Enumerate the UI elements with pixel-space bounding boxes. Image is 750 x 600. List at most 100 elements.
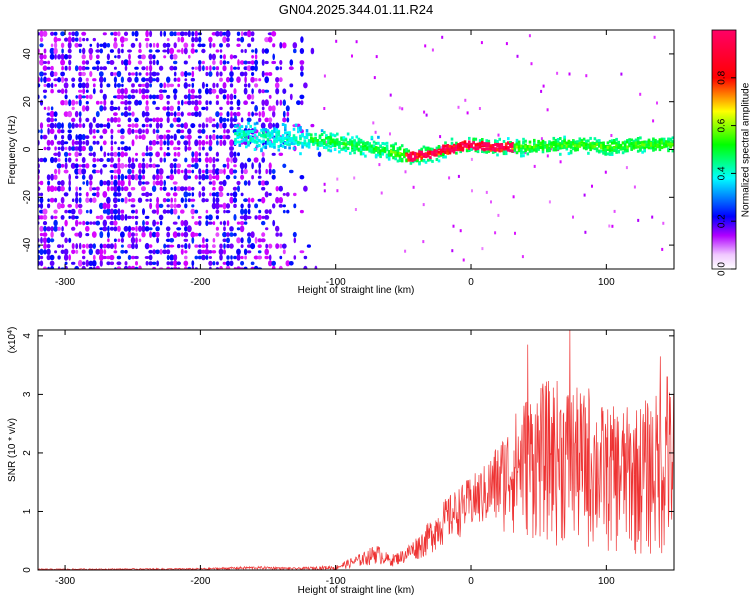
spectrogram-cell — [268, 254, 272, 261]
spectrogram-cell — [176, 261, 181, 266]
spectrogram-cell — [124, 196, 128, 204]
spectrogram-cell — [524, 145, 527, 149]
spectrogram-cell — [630, 142, 633, 145]
spectrogram-cell — [173, 93, 177, 100]
spectrogram-cell — [155, 117, 160, 123]
spectrogram-cell — [47, 266, 50, 269]
spectrogram-cell — [123, 37, 129, 42]
spectrogram-cell — [617, 146, 620, 150]
spectrogram-cell — [613, 147, 616, 151]
spectrogram-cell — [357, 141, 361, 145]
spectrogram-cell — [205, 198, 209, 202]
spectrogram-cell — [102, 32, 107, 36]
spectrogram-cell — [183, 238, 189, 242]
spectrogram-cell — [64, 37, 69, 42]
spectrogram-cell — [81, 54, 86, 60]
spectrogram-cell — [149, 157, 152, 163]
spectrogram-cell — [223, 243, 226, 249]
spectrogram-cell — [67, 36, 72, 44]
spectrogram-cell — [244, 48, 247, 54]
spectrogram-cell — [633, 185, 636, 189]
spectrogram-cell — [191, 265, 195, 269]
spectrogram-cell — [262, 130, 265, 134]
spectrogram-cell — [151, 139, 157, 146]
spectrogram-cell — [316, 147, 320, 151]
spectrogram-cell — [92, 78, 97, 82]
spectrogram-cell — [138, 100, 142, 106]
spectrogram-cell — [102, 180, 107, 186]
spectrogram-cell — [236, 76, 241, 83]
spectrogram-cell — [211, 202, 217, 210]
spectrogram-cell — [374, 147, 378, 151]
spectrogram-cell — [541, 146, 545, 150]
spectrogram-cell — [88, 122, 93, 129]
spectrogram-cell — [191, 82, 195, 88]
spectrogram-cell — [64, 157, 68, 163]
spectrogram-cell — [444, 144, 447, 148]
spectrogram-cell — [205, 66, 209, 71]
spectrogram-cell — [138, 88, 142, 95]
spectrogram-cell — [299, 152, 302, 156]
spectrogram-cell — [226, 255, 230, 260]
spectrogram-cell — [166, 94, 171, 99]
spectrogram-cell — [187, 266, 192, 269]
spectrogram-cell — [75, 243, 79, 250]
spectrogram-cell — [396, 150, 400, 154]
spectrogram-cell — [209, 192, 212, 197]
spectrogram-cell — [219, 77, 223, 82]
spectrogram-cell — [57, 244, 62, 249]
spectrogram-cell — [166, 209, 171, 214]
spectrogram-cell — [277, 130, 281, 134]
spectrogram-cell — [318, 141, 322, 144]
spectrogram-cell — [487, 149, 491, 153]
spectrogram-cell — [102, 164, 108, 168]
spectrogram-cell — [107, 238, 110, 243]
spectrogram-cell — [103, 99, 107, 106]
spectrogram-cell — [294, 123, 298, 127]
spectrogram-cell — [212, 118, 216, 122]
spectrogram-cell — [198, 111, 202, 118]
spectrogram-cell — [379, 151, 382, 155]
spectrogram-cell — [404, 249, 407, 253]
spectrogram-cell — [282, 42, 287, 49]
spectrogram-cell — [64, 146, 68, 151]
spectrogram-cell — [152, 54, 156, 60]
spectrogram-cell — [187, 30, 191, 38]
spectrogram-cell — [236, 128, 239, 132]
spectrogram-cell — [50, 173, 54, 181]
spectrogram-cells — [38, 30, 674, 269]
spectrogram-cell — [452, 147, 456, 151]
spectrogram-cell — [117, 31, 121, 37]
spectrogram-cell — [169, 162, 174, 169]
spectrogram-cell — [289, 93, 293, 101]
spectrogram-cell — [102, 106, 107, 111]
spectrogram-cell — [222, 202, 227, 210]
spectrogram-cell — [353, 144, 356, 148]
spectrogram-cell — [102, 66, 108, 71]
spectrogram-cell — [251, 49, 255, 53]
spectrogram-cell — [284, 141, 287, 145]
spectrogram-cell — [598, 142, 601, 146]
spectrogram-cell — [81, 105, 86, 112]
spectrogram-cell — [474, 147, 478, 151]
spectrogram-cell — [43, 48, 47, 54]
spectrogram-cell — [85, 197, 90, 203]
spectrogram-cell — [526, 152, 530, 156]
spectrogram-cell — [498, 137, 501, 141]
spectrogram-cell — [184, 197, 188, 203]
spectrogram-cell — [113, 226, 118, 232]
spectrogram-cell — [327, 139, 330, 143]
spectrogram-cell — [170, 135, 174, 139]
spectrogram-cell — [78, 76, 83, 83]
spectrogram-cell — [254, 54, 258, 60]
spectrogram-cell — [46, 146, 51, 151]
spectrogram-cell — [372, 147, 376, 151]
spectrogram-cell — [187, 175, 192, 179]
spectrogram-cell — [619, 147, 623, 151]
spectrogram-cell — [400, 159, 404, 163]
spectrogram-cell — [113, 41, 118, 49]
spectrogram-cell — [282, 209, 286, 214]
spectrogram-cell — [99, 89, 104, 94]
spectrogram-cell — [336, 141, 339, 145]
spectrogram-cell — [461, 148, 465, 152]
